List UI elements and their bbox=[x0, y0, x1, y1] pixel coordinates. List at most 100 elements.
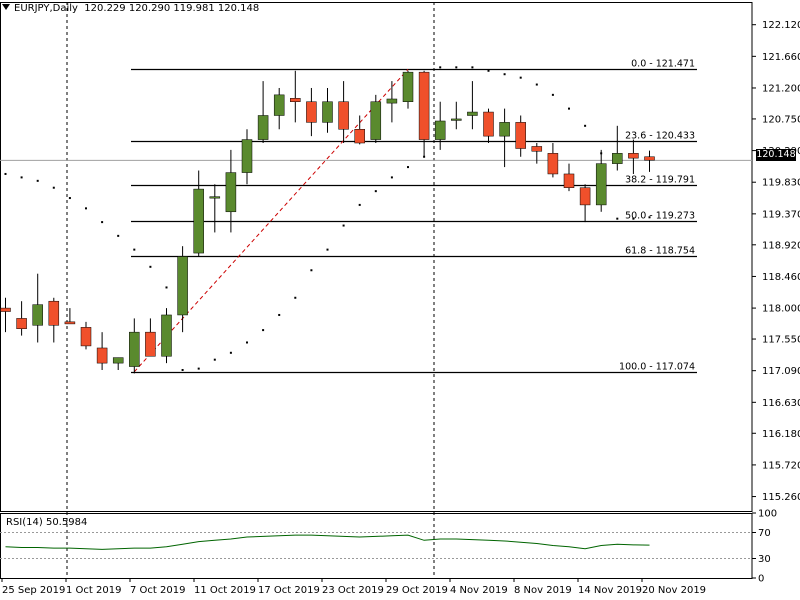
x-tick-label: 1 Oct 2019 bbox=[66, 585, 121, 596]
sar-dot bbox=[229, 351, 232, 354]
sar-dot bbox=[342, 224, 345, 227]
axes: 122.120121.660121.200120.750120.290119.8… bbox=[1, 20, 800, 596]
bear-candle bbox=[483, 111, 494, 137]
fib-trendline bbox=[133, 69, 409, 373]
sar-dot bbox=[568, 107, 570, 110]
x-tick-label: 20 Nov 2019 bbox=[642, 585, 706, 596]
sar-dot bbox=[407, 166, 409, 169]
fib-level-label: 0.0 - 121.471 bbox=[631, 59, 695, 70]
y-tick-label: 115.260 bbox=[762, 492, 800, 503]
fib-level-label: 50.0 - 119.273 bbox=[625, 211, 695, 222]
y-tick-label: 116.180 bbox=[762, 429, 800, 440]
sar-dot bbox=[390, 176, 393, 179]
y-tick-label: 118.460 bbox=[762, 272, 800, 283]
bear-candle bbox=[306, 101, 317, 123]
bull-candle bbox=[129, 331, 140, 367]
sar-dot bbox=[278, 313, 281, 316]
sar-dot bbox=[487, 69, 490, 72]
bear-candle bbox=[515, 122, 526, 149]
fib-level-label: 38.2 - 119.791 bbox=[625, 175, 695, 186]
bull-candle bbox=[32, 304, 43, 326]
x-tick-label: 23 Oct 2019 bbox=[322, 585, 384, 596]
bull-candle bbox=[612, 153, 623, 164]
y-tick-label: 116.630 bbox=[762, 398, 800, 409]
sar-dot bbox=[149, 265, 152, 268]
bear-candle bbox=[418, 71, 430, 140]
sar-dot bbox=[20, 176, 23, 179]
bear-candle bbox=[80, 327, 92, 347]
sar-dot bbox=[165, 286, 168, 289]
rsi-label: RSI(14) 50.5984 bbox=[6, 517, 88, 528]
x-tick-label: 8 Nov 2019 bbox=[514, 585, 572, 596]
x-tick-label: 29 Oct 2019 bbox=[386, 585, 448, 596]
bull-candle bbox=[467, 111, 478, 116]
bear-candle bbox=[563, 173, 575, 188]
sar-dot bbox=[85, 207, 87, 210]
sar-dot bbox=[117, 234, 120, 237]
bull-candle bbox=[273, 94, 285, 116]
sar-dot bbox=[358, 203, 361, 206]
main-plot-border bbox=[0, 2, 753, 512]
y-tick-label: 118.000 bbox=[762, 304, 800, 315]
sar-dot bbox=[455, 66, 458, 69]
bull-candle bbox=[112, 357, 124, 364]
bull-candle bbox=[322, 101, 333, 123]
sar-dot bbox=[584, 124, 587, 127]
bear-candle bbox=[16, 318, 27, 329]
current-price-badge: 120.148 bbox=[756, 149, 796, 161]
y-tick-label: 120.750 bbox=[762, 114, 800, 125]
sar-dot bbox=[503, 73, 506, 76]
bear-candle bbox=[644, 156, 655, 161]
y-tick-label: 121.200 bbox=[762, 83, 800, 94]
sar-dot bbox=[101, 221, 104, 224]
y-tick-label: 117.090 bbox=[762, 366, 800, 377]
bull-candle bbox=[434, 120, 446, 140]
rsi-tick-label: 30 bbox=[758, 554, 771, 565]
x-tick-label: 7 Oct 2019 bbox=[130, 585, 185, 596]
bull-candle bbox=[225, 172, 237, 213]
sar-dot bbox=[632, 217, 635, 220]
sar-dot bbox=[471, 66, 474, 69]
bull-candle bbox=[161, 314, 172, 357]
sar-dot bbox=[535, 83, 538, 86]
dropdown-triangle-icon[interactable] bbox=[2, 4, 10, 10]
bear-candle bbox=[0, 307, 11, 312]
bear-candle bbox=[354, 129, 365, 144]
chart-header: EURJPY,Daily 120.229 120.290 119.981 120… bbox=[2, 3, 259, 14]
bear-candle bbox=[531, 146, 543, 152]
bull-candle bbox=[177, 256, 188, 316]
y-tick-label: 115.720 bbox=[762, 460, 800, 471]
rsi-line bbox=[5, 534, 650, 550]
bull-candle bbox=[257, 115, 269, 140]
ohlc-values: 120.229 120.290 119.981 120.148 bbox=[84, 3, 260, 14]
chart-frame bbox=[0, 2, 753, 579]
rsi-tick-label: 70 bbox=[758, 528, 771, 539]
sar-dot bbox=[648, 216, 651, 219]
sar-dot bbox=[197, 367, 200, 370]
bear-candle bbox=[547, 153, 559, 175]
bear-candle bbox=[48, 300, 60, 326]
rsi-plot-border bbox=[0, 513, 753, 579]
sar-dot bbox=[4, 172, 7, 175]
rsi-panel bbox=[0, 532, 752, 559]
sar-dot bbox=[246, 341, 248, 344]
rsi-tick-label: 100 bbox=[758, 509, 777, 520]
bull-candle bbox=[595, 163, 607, 206]
bull-candle bbox=[370, 101, 382, 140]
rsi-tick-label: 0 bbox=[758, 574, 764, 585]
price-chart: 0.0 - 121.471 23.6 - 120.433 38.2 - 119.79… bbox=[0, 59, 752, 374]
bull-candle bbox=[402, 71, 414, 102]
x-tick-label: 11 Oct 2019 bbox=[194, 585, 256, 596]
bear-candle bbox=[145, 331, 156, 357]
bear-candle bbox=[290, 98, 301, 102]
sar-dot bbox=[68, 197, 71, 200]
bull-candle bbox=[499, 122, 510, 137]
sar-dot bbox=[36, 179, 39, 182]
x-tick-label: 4 Nov 2019 bbox=[450, 585, 508, 596]
fib-level-label: 61.8 - 118.754 bbox=[625, 246, 695, 257]
y-tick-label: 117.550 bbox=[762, 335, 800, 346]
x-tick-label: 25 Sep 2019 bbox=[2, 585, 65, 596]
sar-dot bbox=[519, 76, 522, 79]
sar-dot bbox=[294, 296, 297, 299]
